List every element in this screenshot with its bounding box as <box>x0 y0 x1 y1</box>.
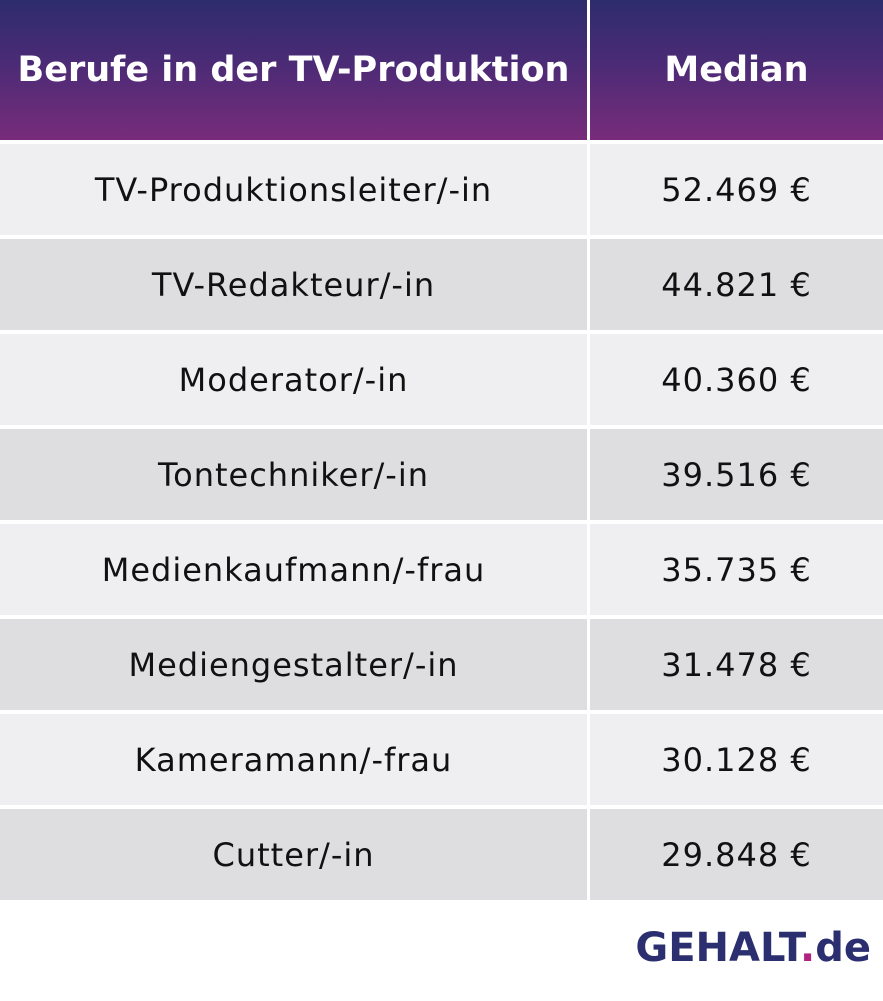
cell-beruf: Cutter/-in <box>0 809 587 900</box>
cell-median: 40.360 € <box>589 334 883 425</box>
column-divider <box>587 334 590 425</box>
cell-median: 31.478 € <box>589 619 883 710</box>
cell-median: 29.848 € <box>589 809 883 900</box>
cell-beruf: Mediengestalter/-in <box>0 619 587 710</box>
table-row: TV-Produktionsleiter/-in 52.469 € <box>0 144 883 235</box>
column-header-median: Median <box>589 0 883 140</box>
cell-median: 39.516 € <box>589 429 883 520</box>
table-row: TV-Redakteur/-in 44.821 € <box>0 239 883 330</box>
table-body: TV-Produktionsleiter/-in 52.469 € TV-Redak… <box>0 144 883 900</box>
column-divider <box>587 524 590 615</box>
column-divider <box>587 619 590 710</box>
cell-beruf: Kameramann/-frau <box>0 714 587 805</box>
cell-beruf: TV-Redakteur/-in <box>0 239 587 330</box>
column-divider <box>587 809 590 900</box>
logo-text-main: GEHALT <box>635 925 801 971</box>
table-row: Kameramann/-frau 30.128 € <box>0 714 883 805</box>
table-row: Cutter/-in 29.848 € <box>0 809 883 900</box>
column-divider <box>587 0 590 140</box>
column-divider <box>587 239 590 330</box>
logo-text-tld: de <box>815 925 871 971</box>
table-header: Berufe in der TV-Produktion Median <box>0 0 883 140</box>
cell-beruf: Medienkaufmann/-frau <box>0 524 587 615</box>
cell-median: 52.469 € <box>589 144 883 235</box>
table-row: Medienkaufmann/-frau 35.735 € <box>0 524 883 615</box>
cell-median: 44.821 € <box>589 239 883 330</box>
gehalt-logo: GEHALT.de <box>635 925 871 971</box>
cell-beruf: Moderator/-in <box>0 334 587 425</box>
salary-table: Berufe in der TV-Produktion Median TV-Pr… <box>0 0 883 900</box>
column-divider <box>587 714 590 805</box>
cell-median: 35.735 € <box>589 524 883 615</box>
column-header-beruf: Berufe in der TV-Produktion <box>0 0 587 140</box>
table-row: Moderator/-in 40.360 € <box>0 334 883 425</box>
column-divider <box>587 429 590 520</box>
table-row: Tontechniker/-in 39.516 € <box>0 429 883 520</box>
logo-dot: . <box>800 925 816 971</box>
table-row: Mediengestalter/-in 31.478 € <box>0 619 883 710</box>
cell-beruf: Tontechniker/-in <box>0 429 587 520</box>
cell-median: 30.128 € <box>589 714 883 805</box>
column-divider <box>587 144 590 235</box>
cell-beruf: TV-Produktionsleiter/-in <box>0 144 587 235</box>
